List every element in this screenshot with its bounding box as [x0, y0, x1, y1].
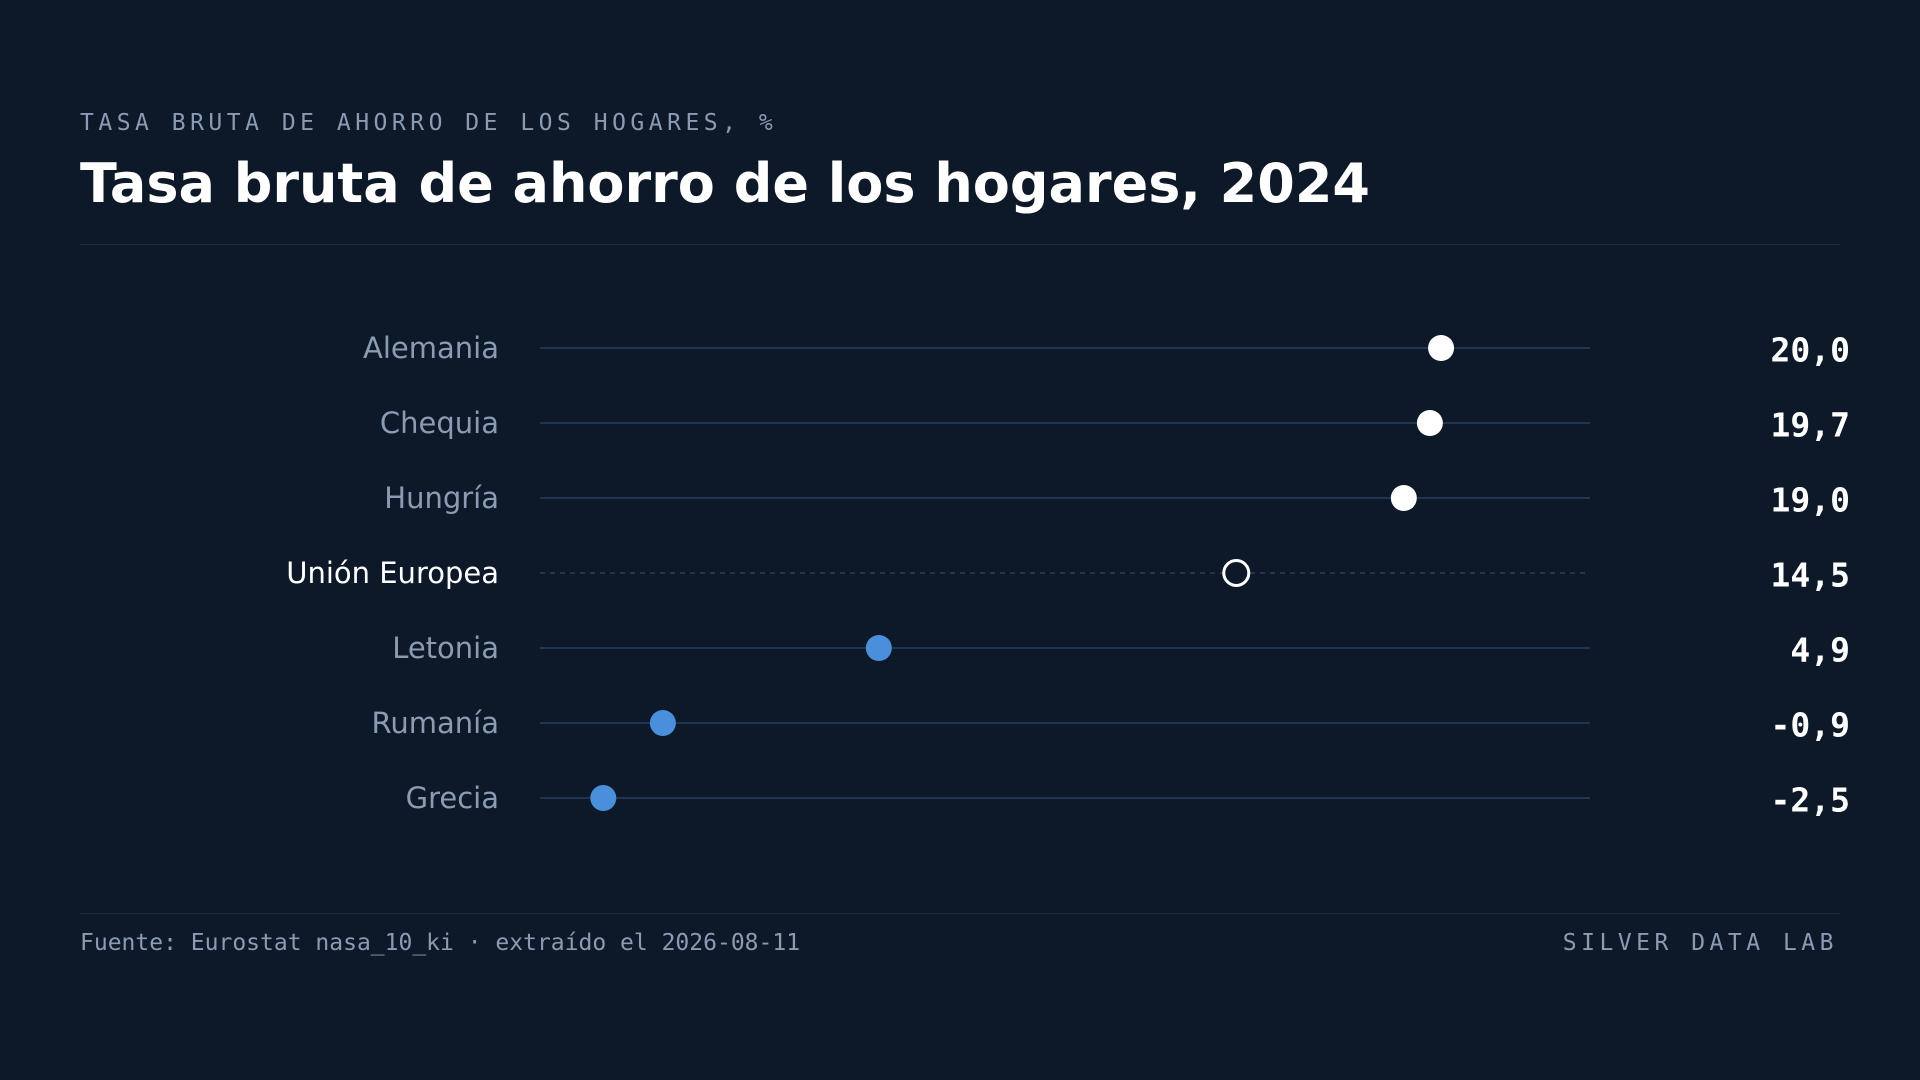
source-note: Fuente: Eurostat nasa_10_ki · extraído e… [80, 930, 801, 956]
category-label: Alemania [363, 331, 499, 365]
category-label: Chequia [380, 406, 499, 440]
value-label: 19,0 [1771, 481, 1850, 520]
value-label: 19,7 [1771, 406, 1850, 445]
category-label: Letonia [392, 631, 499, 665]
value-label: 14,5 [1771, 556, 1850, 595]
data-dot [1428, 335, 1455, 361]
header-divider [80, 244, 1840, 245]
data-dot [1390, 485, 1417, 511]
value-label: -2,5 [1771, 781, 1850, 820]
reference-dot [1222, 559, 1251, 587]
value-label: 4,9 [1790, 631, 1850, 670]
data-dot [590, 785, 617, 811]
category-label: Hungría [384, 481, 499, 515]
value-label: 20,0 [1771, 331, 1850, 370]
data-dot [1416, 410, 1443, 436]
brand-label: SILVER DATA LAB [1562, 930, 1838, 956]
value-label: -0,9 [1771, 706, 1850, 745]
chart-eyebrow: TASA BRUTA DE AHORRO DE LOS HOGARES, % [80, 110, 778, 136]
chart-title: Tasa bruta de ahorro de los hogares, 202… [80, 152, 1370, 215]
data-dot [649, 710, 676, 736]
data-dot [865, 635, 892, 661]
category-label: Rumanía [372, 706, 499, 740]
footer-divider [80, 913, 1840, 914]
category-label: Unión Europea [286, 556, 499, 590]
category-label: Grecia [406, 781, 499, 815]
